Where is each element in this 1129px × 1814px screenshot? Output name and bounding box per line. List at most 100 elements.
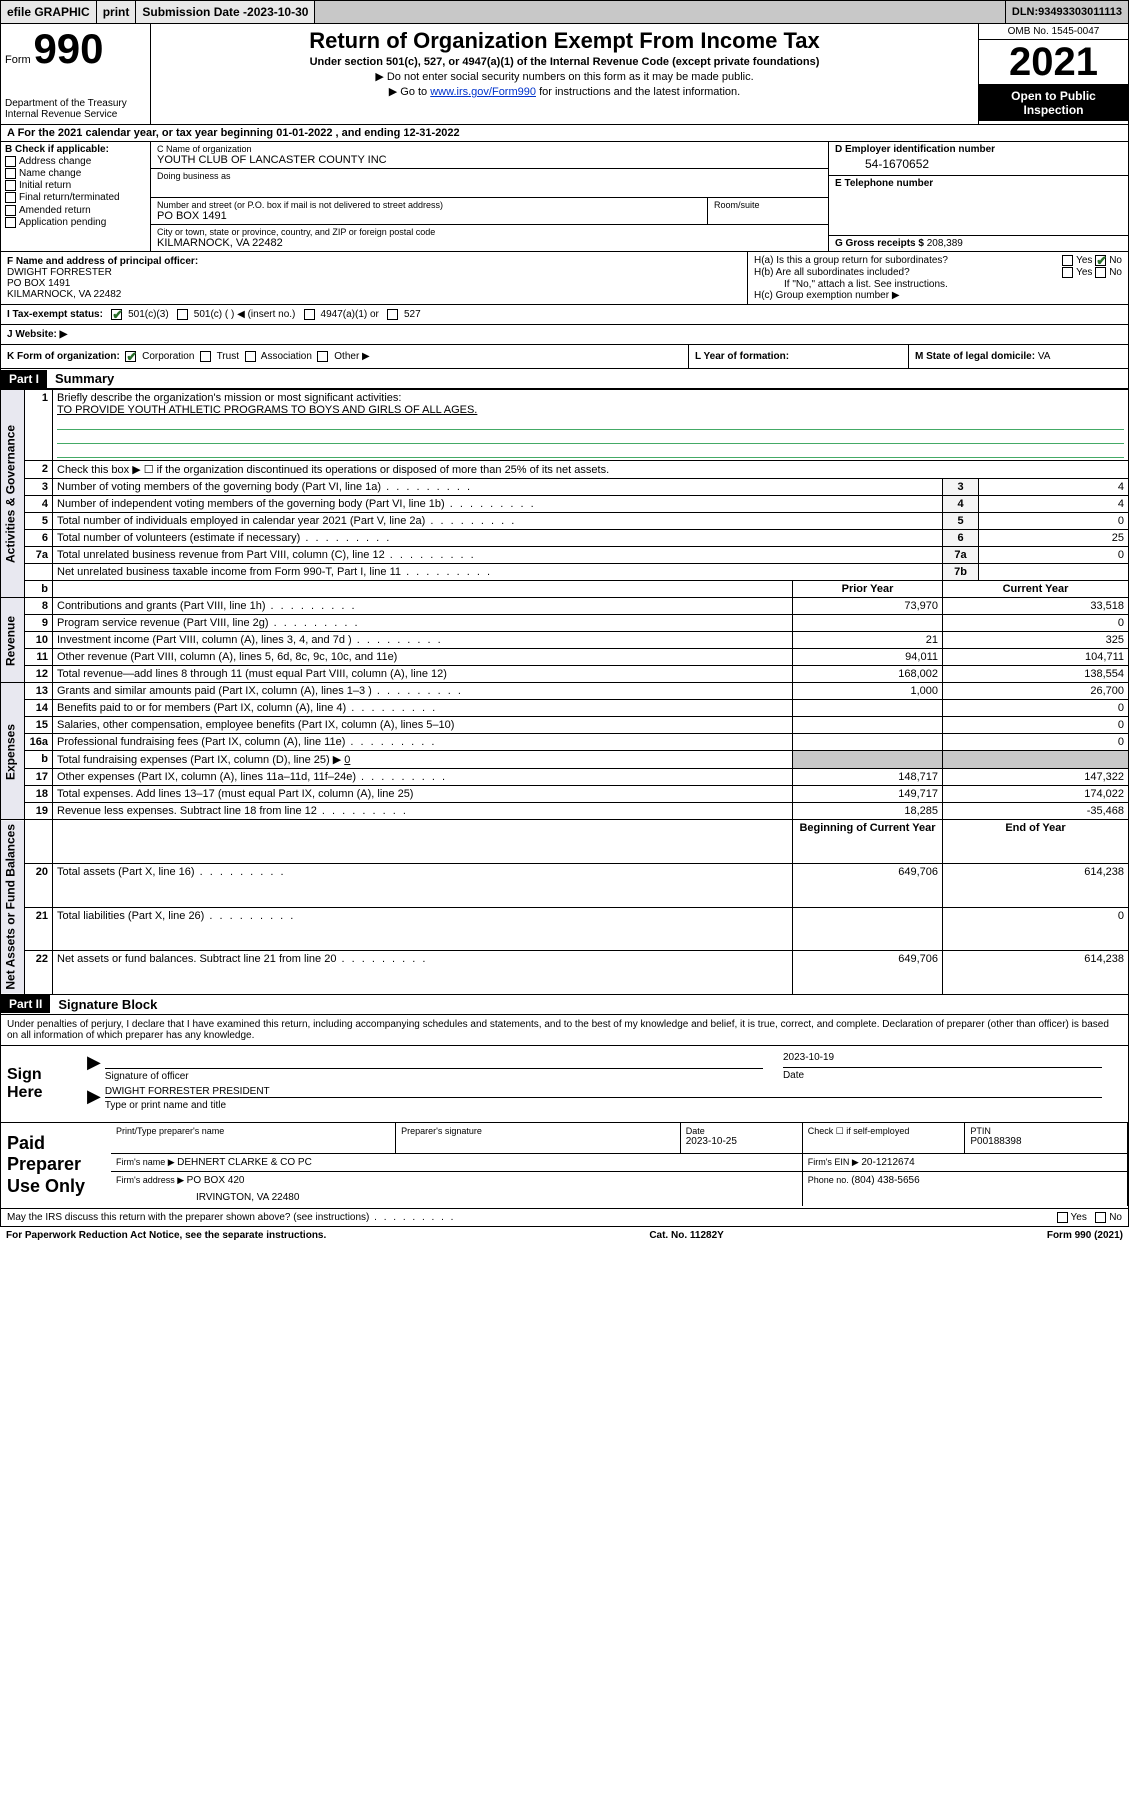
chk-amended-return[interactable]: Amended return — [5, 205, 146, 216]
block-bcde: B Check if applicable: Address change Na… — [0, 142, 1129, 252]
opt-corp: Corporation — [142, 351, 194, 362]
opt-trust: Trust — [217, 351, 239, 362]
footer-row: For Paperwork Reduction Act Notice, see … — [0, 1227, 1129, 1244]
table-row: Firm's name ▶ DEHNERT CLARKE & CO PC Fir… — [111, 1153, 1128, 1171]
prep-date-label: Date — [686, 1126, 797, 1136]
row-a-tax-year: A For the 2021 calendar year, or tax yea… — [0, 125, 1129, 142]
room-suite-cell: Room/suite — [708, 198, 828, 224]
line-number: 8 — [25, 598, 53, 615]
part1-title: Summary — [47, 369, 122, 388]
checkbox-icon[interactable] — [317, 351, 328, 362]
blank-line — [57, 416, 1124, 430]
table-row: 2 Check this box ▶ ☐ if the organization… — [1, 461, 1129, 479]
gross-receipts-cell: G Gross receipts $ 208,389 — [829, 236, 1128, 251]
firm-phone-label: Phone no. — [808, 1175, 852, 1185]
line21-begin — [793, 907, 943, 951]
yes-label: Yes — [1076, 267, 1092, 278]
form-year-box: OMB No. 1545-0047 2021 Open to Public In… — [978, 24, 1128, 124]
table-row: b Total fundraising expenses (Part IX, c… — [1, 751, 1129, 769]
line8-text: Contributions and grants (Part VIII, lin… — [57, 600, 357, 612]
officer-signature-label: Signature of officer — [105, 1068, 763, 1082]
yes-label: Yes — [1076, 255, 1092, 266]
paid-preparer-label: Paid Preparer Use Only — [1, 1123, 111, 1208]
street-value: PO BOX 1491 — [157, 210, 701, 222]
checkbox-icon[interactable] — [111, 309, 122, 320]
table-row: Revenue 8 Contributions and grants (Part… — [1, 598, 1129, 615]
form-title-box: Return of Organization Exempt From Incom… — [151, 24, 978, 124]
line14-current: 0 — [943, 700, 1129, 717]
line22-end: 614,238 — [943, 951, 1129, 995]
table-row: 12 Total revenue—add lines 8 through 11 … — [1, 666, 1129, 683]
chk-label: Address change — [19, 156, 91, 167]
checkbox-icon[interactable] — [304, 309, 315, 320]
checkbox-icon[interactable] — [125, 351, 136, 362]
chk-address-change[interactable]: Address change — [5, 156, 146, 167]
checkbox-icon[interactable] — [387, 309, 398, 320]
table-row: 10 Investment income (Part VIII, column … — [1, 632, 1129, 649]
table-row: 20 Total assets (Part X, line 16) 649,70… — [1, 863, 1129, 907]
box-number: 5 — [943, 513, 979, 530]
chk-initial-return[interactable]: Initial return — [5, 180, 146, 191]
officer-signature-space — [105, 1052, 783, 1068]
checkbox-icon[interactable] — [1057, 1212, 1068, 1223]
checkbox-icon[interactable] — [1095, 255, 1106, 266]
row-j-website: J Website: ▶ — [0, 325, 1129, 345]
line16a-prior — [793, 734, 943, 751]
line12-prior: 168,002 — [793, 666, 943, 683]
checkbox-icon[interactable] — [1062, 255, 1073, 266]
prep-date-value: 2023-10-25 — [686, 1136, 797, 1147]
line21-end: 0 — [943, 907, 1129, 951]
website-label: J Website: ▶ — [7, 329, 67, 340]
officer-name-title-label: Type or print name and title — [105, 1097, 1102, 1111]
line-number: 5 — [25, 513, 53, 530]
dept-label: Department of the Treasury — [5, 98, 146, 109]
phone-value — [835, 189, 1122, 203]
col-current-header: Current Year — [943, 581, 1129, 598]
chk-name-change[interactable]: Name change — [5, 168, 146, 179]
irs-link[interactable]: www.irs.gov/Form990 — [430, 86, 536, 98]
line18-prior: 149,717 — [793, 786, 943, 803]
discuss-question: May the IRS discuss this return with the… — [7, 1212, 455, 1223]
col-prior-header: Prior Year — [793, 581, 943, 598]
line-number: 15 — [25, 717, 53, 734]
line6-value: 25 — [979, 530, 1129, 547]
checkbox-icon[interactable] — [177, 309, 188, 320]
line-number: 2 — [25, 461, 53, 479]
sign-here-content: ▶ Signature of officer 2023-10-19 Date ▶… — [81, 1046, 1128, 1122]
line15-current: 0 — [943, 717, 1129, 734]
ein-cell: D Employer identification number 54-1670… — [829, 142, 1128, 176]
arrow-icon: ▶ — [87, 1086, 101, 1111]
col-f-officer: F Name and address of principal officer:… — [1, 252, 748, 304]
line1-label: Briefly describe the organization's miss… — [57, 392, 1124, 404]
arrow-icon: ▶ — [87, 1052, 101, 1082]
note2-pre: ▶ Go to — [389, 86, 430, 98]
line2-text: Check this box ▶ ☐ if the organization d… — [53, 461, 1129, 479]
print-button[interactable]: print — [97, 1, 137, 23]
side-label-revenue: Revenue — [1, 598, 25, 683]
line10-text: Investment income (Part VIII, column (A)… — [57, 634, 443, 646]
box-number: 7b — [943, 564, 979, 581]
box-number: 7a — [943, 547, 979, 564]
checkbox-icon — [5, 217, 16, 228]
chk-application-pending[interactable]: Application pending — [5, 217, 146, 228]
line-number: 13 — [25, 683, 53, 700]
table-row: 18 Total expenses. Add lines 13–17 (must… — [1, 786, 1129, 803]
line22-text: Net assets or fund balances. Subtract li… — [57, 953, 427, 965]
col-b-checkboxes: B Check if applicable: Address change Na… — [1, 142, 151, 251]
prep-sig-label: Preparer's signature — [401, 1126, 675, 1136]
checkbox-icon[interactable] — [200, 351, 211, 362]
m-label: M State of legal domicile: — [915, 351, 1038, 362]
checkbox-icon[interactable] — [1095, 1212, 1106, 1223]
table-row: 11 Other revenue (Part VIII, column (A),… — [1, 649, 1129, 666]
chk-final-return[interactable]: Final return/terminated — [5, 192, 146, 203]
line18-text: Total expenses. Add lines 13–17 (must eq… — [57, 788, 413, 800]
line16b-text: Total fundraising expenses (Part IX, col… — [57, 754, 341, 766]
checkbox-icon[interactable] — [1062, 267, 1073, 278]
org-name-cell: C Name of organization YOUTH CLUB OF LAN… — [151, 142, 828, 169]
firm-ein-value: 20-1212674 — [861, 1157, 914, 1168]
tax-exempt-label: I Tax-exempt status: — [7, 309, 103, 320]
checkbox-icon[interactable] — [1095, 267, 1106, 278]
blank-line — [57, 444, 1124, 458]
k-cell: K Form of organization: Corporation Trus… — [1, 345, 688, 368]
checkbox-icon[interactable] — [245, 351, 256, 362]
